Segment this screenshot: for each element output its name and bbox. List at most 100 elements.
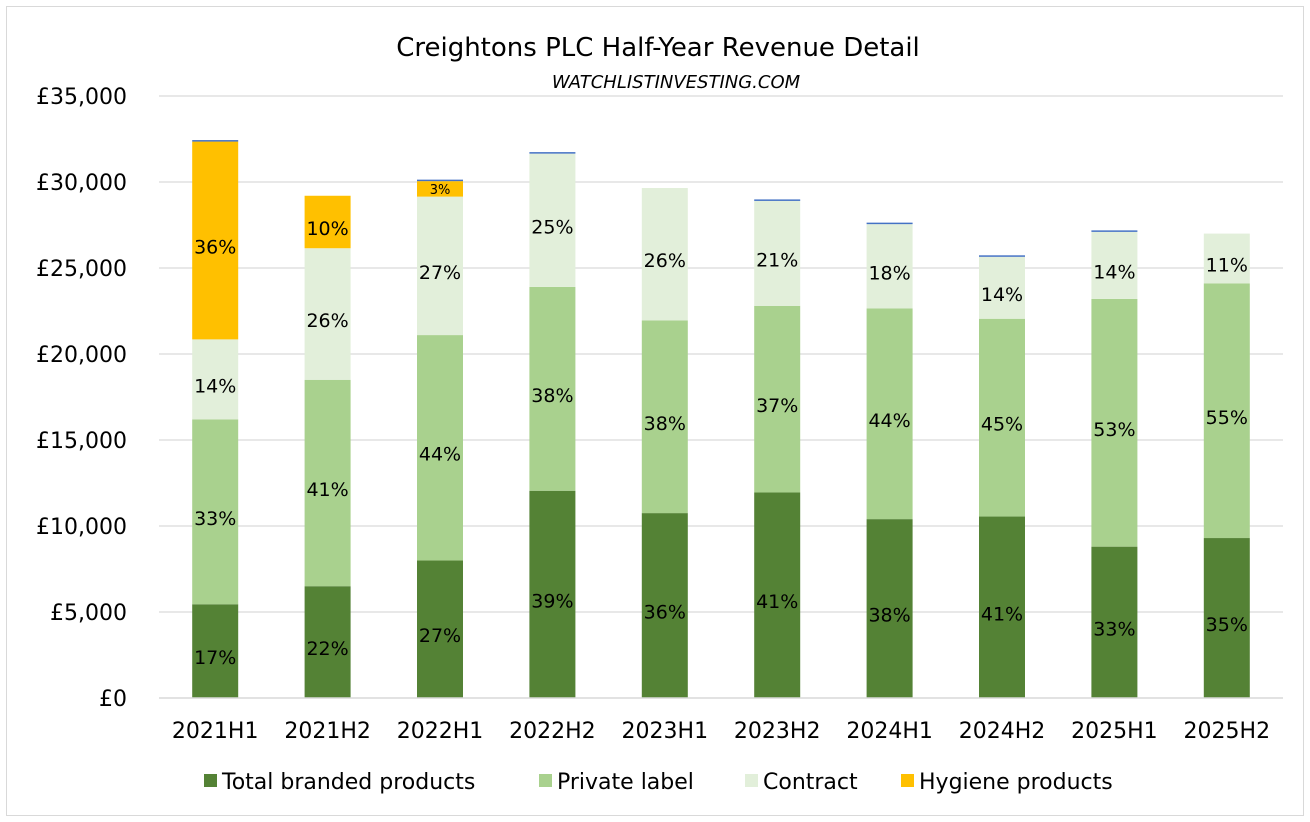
bar-segment: [866, 224, 913, 309]
data-label: 14%: [981, 284, 1023, 306]
data-label: 44%: [868, 410, 910, 432]
bar-segment: [417, 179, 463, 182]
data-label: 18%: [868, 262, 910, 284]
data-label: 36%: [644, 602, 686, 624]
bar-segment: [417, 335, 463, 561]
data-label: 44%: [419, 444, 461, 466]
data-label: 3%: [430, 183, 451, 198]
bar-segment: [529, 490, 576, 698]
bar-segment: [417, 560, 463, 698]
bar-segment: [866, 308, 913, 520]
legend: Total branded products Private label Contr…: [204, 770, 1113, 795]
x-tick-label: 2021H1: [172, 719, 259, 744]
x-tick-label: 2023H2: [734, 719, 821, 744]
y-tick-label: £15,000: [36, 429, 127, 454]
bar-segment: [979, 516, 1025, 698]
legend-entry: Hygiene products: [919, 770, 1113, 795]
data-label: 53%: [1093, 419, 1135, 441]
x-tick-label: 2025H1: [1071, 719, 1158, 744]
bar-segment: [754, 200, 801, 306]
data-label: 41%: [756, 591, 798, 613]
bar-data-labels: 17% 33% 14% 36% 22% 41% 26% 10% 27% 44% 27% 3% 39% 38…: [194, 183, 1248, 669]
x-tick-label: 2022H1: [397, 719, 484, 744]
bar-segment: [979, 255, 1025, 257]
data-label: 26%: [644, 250, 686, 272]
bar-segment: [979, 318, 1025, 517]
legend-entry: Private label: [557, 770, 694, 795]
x-tick-label: 2024H1: [846, 719, 933, 744]
data-label: 27%: [419, 262, 461, 284]
data-label: 21%: [756, 249, 798, 271]
y-tick-label: £25,000: [36, 257, 127, 282]
bar-segment: [641, 513, 688, 698]
bar-segment: [304, 195, 351, 249]
legend-swatch: [745, 774, 758, 787]
bar-segment: [1203, 233, 1250, 284]
bar-segment: [304, 586, 351, 698]
data-label: 14%: [1093, 261, 1135, 283]
bar-segment: [1203, 283, 1250, 539]
x-tick-label: 2024H2: [959, 719, 1046, 744]
bar-segment: [192, 339, 239, 420]
bars: [192, 140, 1250, 698]
data-label: 10%: [306, 218, 348, 240]
data-label: 39%: [531, 590, 573, 612]
bar-segment: [641, 320, 688, 514]
bar-segment: [1091, 230, 1138, 232]
chart-title: Creightons PLC Half-Year Revenue Detail: [396, 33, 920, 63]
bar-segment: [529, 286, 576, 491]
data-label: 22%: [306, 638, 348, 660]
y-tick-label: £35,000: [36, 85, 127, 110]
bar-segment: [1091, 298, 1138, 547]
bar-segment: [866, 519, 913, 698]
chart-frame: Creightons PLC Half-Year Revenue Detail …: [6, 6, 1304, 816]
bar-segment: [754, 305, 801, 493]
data-label: 36%: [194, 236, 236, 258]
legend-swatch: [539, 774, 552, 787]
legend-entry: Total branded products: [221, 770, 475, 795]
y-axis-tick-labels: £0 £5,000 £10,000 £15,000 £20,000 £25,000 £30,…: [36, 85, 127, 712]
bar-segment: [979, 256, 1025, 319]
legend-swatch: [204, 774, 217, 787]
data-label: 33%: [194, 508, 236, 530]
bar-segment: [754, 199, 801, 201]
x-tick-label: 2021H2: [284, 719, 371, 744]
legend-entry: Contract: [763, 770, 858, 795]
y-tick-label: £30,000: [36, 171, 127, 196]
data-label: 41%: [981, 603, 1023, 625]
data-label: 26%: [306, 310, 348, 332]
data-label: 14%: [194, 375, 236, 397]
data-label: 27%: [419, 625, 461, 647]
bar-segment: [1091, 231, 1138, 299]
chart-subtitle: WATCHLISTINVESTING.COM: [552, 72, 801, 93]
data-label: 33%: [1093, 618, 1135, 640]
bar-segment: [417, 181, 463, 197]
y-tick-label: £20,000: [36, 343, 127, 368]
data-label: 45%: [981, 414, 1023, 436]
data-label: 41%: [306, 479, 348, 501]
bar-segment: [1091, 546, 1138, 698]
data-label: 38%: [644, 413, 686, 435]
bar-segment: [754, 492, 801, 698]
chart-svg: Creightons PLC Half-Year Revenue Detail …: [36, 33, 1283, 795]
data-label: 11%: [1206, 255, 1248, 277]
bar-segment: [192, 140, 239, 142]
bar-segment: [192, 141, 239, 340]
data-label: 17%: [194, 647, 236, 669]
x-tick-label: 2022H2: [509, 719, 596, 744]
data-label: 25%: [531, 216, 573, 238]
data-label: 55%: [1206, 407, 1248, 429]
bar-segment: [866, 222, 913, 225]
y-tick-label: £5,000: [50, 601, 127, 626]
x-tick-label: 2025H2: [1184, 719, 1271, 744]
bar-segment: [417, 196, 463, 336]
legend-swatch: [901, 774, 914, 787]
bar-segment: [304, 248, 351, 380]
bar-segment: [192, 419, 239, 605]
data-label: 37%: [756, 395, 798, 417]
bar-segment: [529, 152, 576, 154]
data-label: 38%: [868, 605, 910, 627]
bar-segment: [641, 188, 688, 321]
data-label: 35%: [1206, 614, 1248, 636]
data-label: 38%: [531, 385, 573, 407]
